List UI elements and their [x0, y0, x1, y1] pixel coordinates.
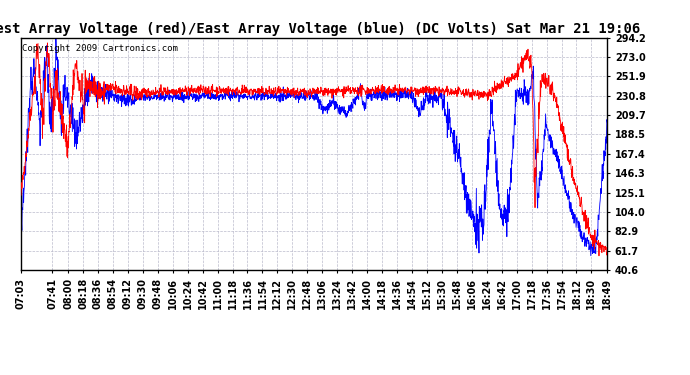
- Title: West Array Voltage (red)/East Array Voltage (blue) (DC Volts) Sat Mar 21 19:06: West Array Voltage (red)/East Array Volt…: [0, 22, 640, 36]
- Text: Copyright 2009 Cartronics.com: Copyright 2009 Cartronics.com: [22, 45, 178, 54]
